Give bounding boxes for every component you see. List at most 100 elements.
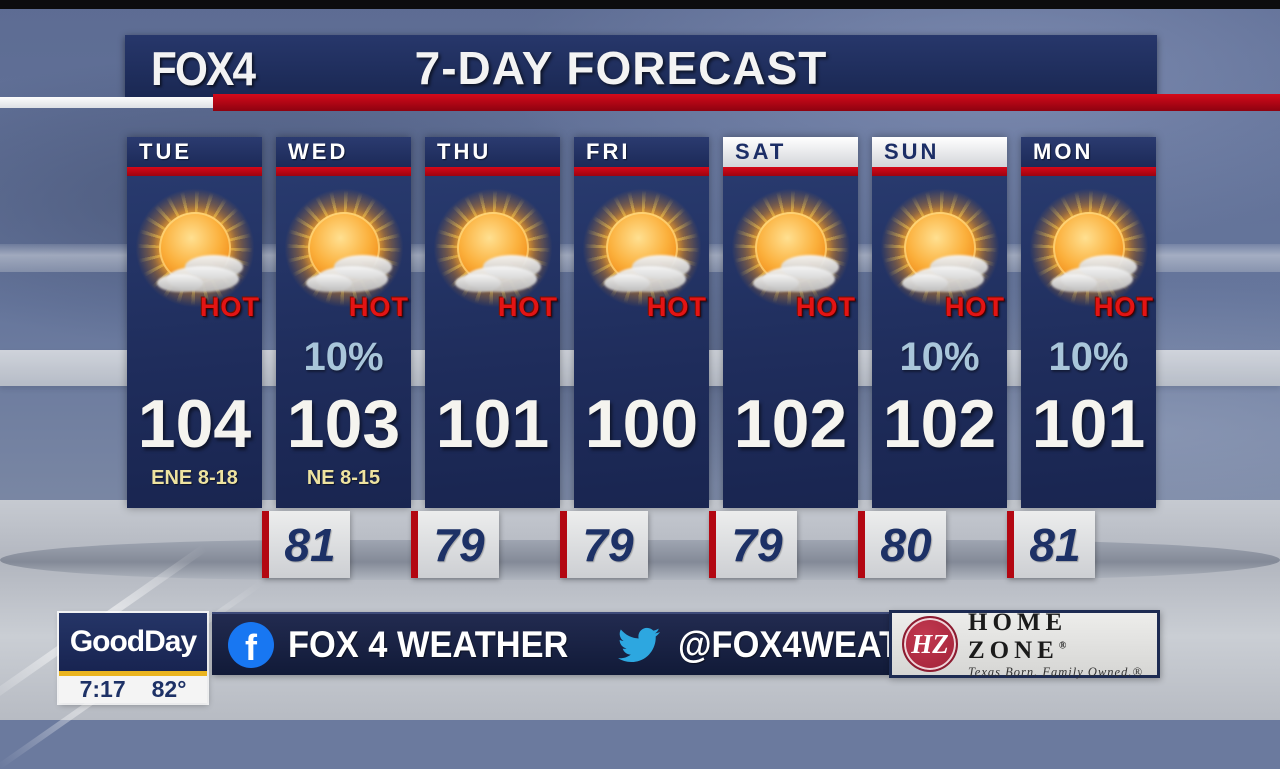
weather-icon-slot: HOT — [723, 182, 858, 334]
low-temp-box: 81 — [1007, 511, 1095, 578]
weather-icon-slot: HOT — [127, 182, 262, 334]
sponsor-name: HOME ZONE® — [968, 609, 1157, 665]
masthead-red-stripe — [213, 94, 1280, 111]
day-divider — [425, 167, 560, 176]
cloud-shape — [157, 274, 203, 292]
wind-info — [872, 466, 1007, 492]
low-accent-bar — [411, 511, 418, 578]
hz-monogram-text: HZ — [911, 628, 949, 659]
cloud-shape — [902, 274, 948, 292]
sun-cloud-icon — [876, 182, 1004, 322]
precip-chance — [723, 334, 858, 384]
wind-info — [723, 466, 858, 492]
low-temp-box: 80 — [858, 511, 946, 578]
day-body: HOT 104 ENE 8-18 — [127, 176, 262, 508]
goodday-bug: GoodDay 7:17 82° — [59, 613, 207, 703]
low-temp-box: 79 — [411, 511, 499, 578]
low-temp: 80 — [880, 518, 932, 571]
letterbox-bar — [0, 0, 1280, 9]
day-body: HOT 101 — [425, 176, 560, 508]
precip-chance: 10% — [899, 335, 980, 379]
day-body: HOT 100 — [574, 176, 709, 508]
hot-label: HOT — [945, 292, 1005, 322]
hot-label: HOT — [200, 292, 260, 322]
low-accent-bar — [262, 511, 269, 578]
day-body: HOT 102 — [723, 176, 858, 508]
forecast-column-tue: TUE HOT 104 ENE 8-18 — [127, 137, 262, 508]
weather-icon-slot: HOT — [1021, 182, 1156, 334]
hot-label: HOT — [349, 292, 409, 322]
low-temp: 79 — [731, 518, 783, 571]
precip-chance — [425, 334, 560, 384]
precip-chance: 10% — [303, 335, 384, 379]
fox4-logo: FOX4 — [151, 42, 256, 95]
goodday-info: 7:17 82° — [59, 676, 207, 703]
forecast-column-sat: SAT HOT 102 — [723, 137, 858, 508]
precip-chance — [574, 334, 709, 384]
hz-monogram-icon: HZ — [902, 616, 958, 672]
sponsor-tagline: Texas Born. Family Owned.® — [968, 664, 1143, 679]
day-divider — [276, 167, 411, 176]
day-divider — [127, 167, 262, 176]
forecast-column-fri: FRI HOT 100 — [574, 137, 709, 508]
clock-time: 7:17 — [79, 676, 126, 702]
forecast-column-wed: WED HOT 10% 103 NE 8-15 — [276, 137, 411, 508]
goodday-divider — [59, 671, 207, 676]
low-temp: 79 — [582, 518, 634, 571]
page-title: 7-DAY FORECAST — [414, 42, 828, 94]
day-label: SUN — [872, 137, 1007, 167]
day-label: SAT — [723, 137, 858, 167]
hot-label: HOT — [796, 292, 856, 322]
low-accent-bar — [1007, 511, 1014, 578]
high-temp: 101 — [1031, 386, 1146, 462]
day-label: THU — [425, 137, 560, 167]
low-temp-box: 79 — [560, 511, 648, 578]
cloud-shape — [604, 274, 650, 292]
cloud-shape — [306, 274, 352, 292]
low-temp: 79 — [433, 518, 485, 571]
wind-info: NE 8-15 — [306, 467, 381, 489]
sun-cloud-icon — [280, 182, 408, 322]
low-temp: 81 — [284, 518, 336, 571]
goodday-logo: GoodDay — [59, 613, 207, 672]
weather-icon-slot: HOT — [872, 182, 1007, 334]
facebook-glyph: f — [245, 626, 257, 668]
sponsor-box: HZ HOME ZONE® Texas Born. Family Owned.® — [889, 609, 1160, 679]
forecast-column-mon: MON HOT 10% 101 — [1021, 137, 1156, 508]
sponsor-reg-mark: ® — [1058, 640, 1067, 652]
weather-icon-slot: HOT — [276, 182, 411, 334]
wind-info: ENE 8-18 — [151, 467, 238, 489]
day-divider — [1021, 167, 1156, 176]
masthead: 7-DAY FORECAST FOX4 — [125, 35, 1157, 97]
low-accent-bar — [858, 511, 865, 578]
day-divider — [723, 167, 858, 176]
high-temp: 100 — [584, 386, 699, 462]
high-temp: 103 — [286, 386, 401, 462]
facebook-icon: f — [228, 621, 274, 668]
day-body: HOT 10% 101 — [1021, 176, 1156, 508]
high-temp: 102 — [882, 386, 997, 462]
wind-info — [1021, 466, 1156, 492]
sun-cloud-icon — [429, 182, 557, 322]
cloud-shape — [753, 274, 799, 292]
hot-label: HOT — [1094, 292, 1154, 322]
cloud-shape — [1051, 274, 1097, 292]
wind-info — [425, 466, 560, 492]
day-label: TUE — [127, 137, 262, 167]
day-label: WED — [276, 137, 411, 167]
day-body: HOT 10% 103 NE 8-15 — [276, 176, 411, 508]
sponsor-name-text: HOME ZONE — [968, 608, 1068, 664]
high-temp: 101 — [435, 386, 550, 462]
forecast-column-sun: SUN HOT 10% 102 — [872, 137, 1007, 508]
twitter-icon — [617, 627, 660, 662]
precip-chance: 10% — [1048, 335, 1129, 379]
day-divider — [872, 167, 1007, 176]
low-accent-bar — [709, 511, 716, 578]
high-temp: 102 — [733, 386, 848, 462]
sun-cloud-icon — [727, 182, 855, 322]
weather-icon-slot: HOT — [574, 182, 709, 334]
low-temp-box: 81 — [262, 511, 350, 578]
day-label: MON — [1021, 137, 1156, 167]
weather-icon-slot: HOT — [425, 182, 560, 334]
hot-label: HOT — [498, 292, 558, 322]
